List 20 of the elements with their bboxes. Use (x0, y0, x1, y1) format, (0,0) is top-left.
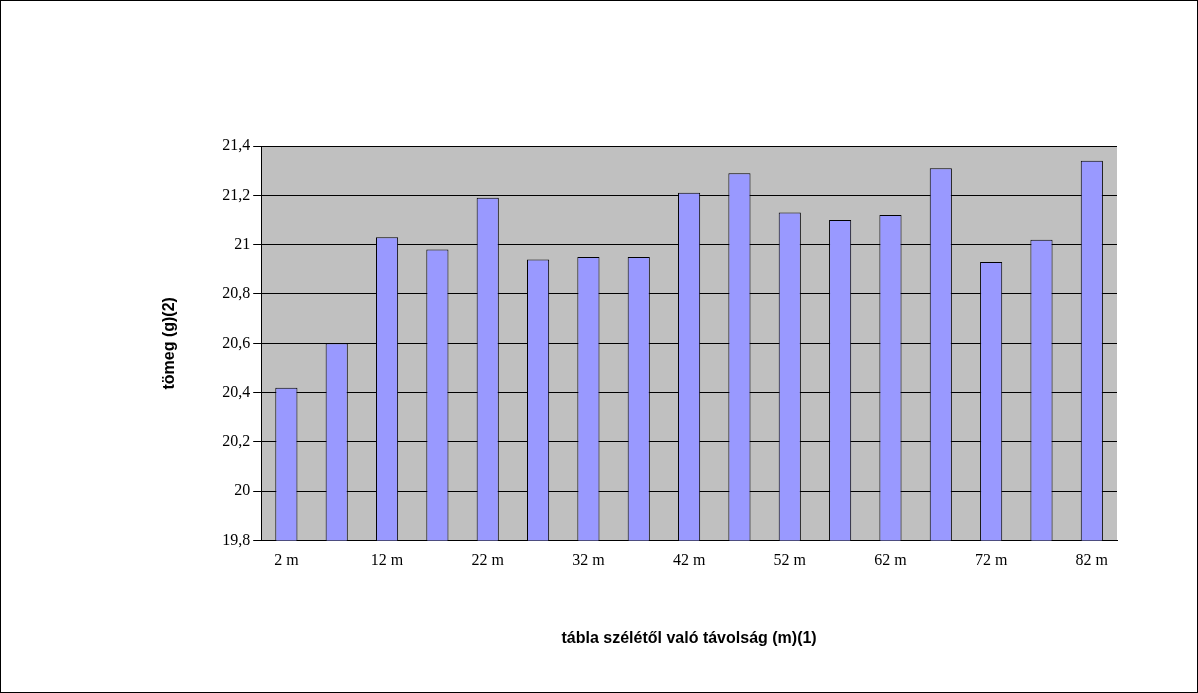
x-tick-label: 42 m (672, 551, 706, 569)
x-tick-label: 82 m (1075, 551, 1109, 569)
x-tick-label: 72 m (974, 551, 1008, 569)
x-tick-label: 22 m (471, 551, 505, 569)
y-tick-label: 21,2 (222, 185, 251, 203)
x-tick-label: 2 m (274, 551, 300, 569)
y-tick-label: 20,2 (222, 432, 251, 450)
y-tick-label: 21 (234, 234, 251, 252)
x-tick-label: 52 m (773, 551, 807, 569)
y-tick-label: 20,8 (222, 284, 251, 302)
y-tick-label: 19,8 (222, 530, 251, 548)
y-axis-title: tömeg (g)(2) (160, 297, 178, 390)
x-tick-label: 62 m (874, 551, 908, 569)
x-tick-label: 32 m (572, 551, 606, 569)
y-tick-label: 20,4 (222, 382, 251, 400)
y-tick-label: 21,4 (222, 136, 251, 154)
y-tick-label: 20 (234, 481, 251, 499)
y-tick-label: 20,6 (222, 333, 251, 351)
x-axis-title: tábla szélétől való távolság (m)(1) (561, 628, 817, 646)
x-tick-label: 12 m (370, 551, 404, 569)
